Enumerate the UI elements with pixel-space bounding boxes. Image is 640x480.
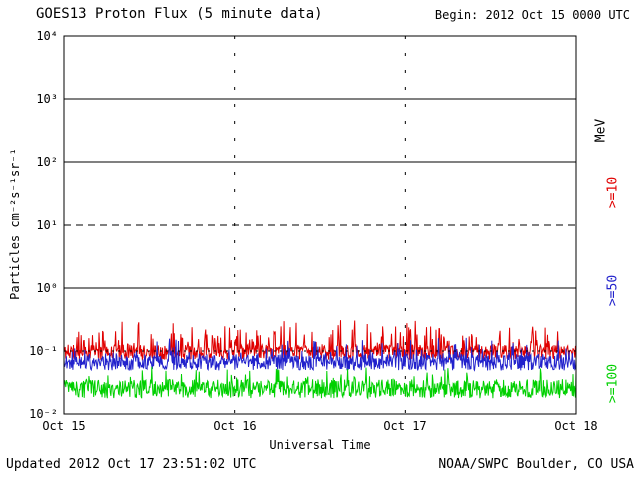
updated-timestamp: Updated 2012 Oct 17 23:51:02 UTC: [6, 457, 257, 472]
credit-text: NOAA/SWPC Boulder, CO USA: [438, 457, 634, 472]
series-ge10-mev: [63, 320, 577, 362]
y-tick-label-1e0: 10⁰: [36, 281, 58, 295]
series-label-ge10-mev: >=10: [605, 176, 621, 209]
plot-frame: [63, 35, 577, 415]
x-tick-label-oct15: Oct 15: [42, 419, 86, 433]
series-ge100-mev: [63, 366, 577, 400]
x-tick-label-oct16: Oct 16: [213, 419, 257, 433]
begin-timestamp: Begin: 2012 Oct 15 0000 UTC: [434, 8, 630, 22]
series-label-ge100-mev: >=100: [605, 363, 621, 404]
y-tick-label-1e3: 10³: [36, 92, 58, 106]
series-ge50-mev: [63, 337, 577, 372]
y-tick-label-1e4: 10⁴: [36, 29, 58, 43]
chart-title: GOES13 Proton Flux (5 minute data): [36, 6, 323, 22]
y-axis-label: Particles cm⁻²s⁻¹sr⁻¹: [8, 148, 22, 300]
x-tick-label-oct18: Oct 18: [554, 419, 598, 433]
x-tick-label-oct17: Oct 17: [383, 419, 427, 433]
x-axis-label: Universal Time: [269, 438, 371, 452]
series-label-ge50-mev: >=50: [605, 274, 621, 307]
y-tick-label-1e1: 10¹: [36, 218, 58, 232]
y-tick-label-1e-1: 10⁻¹: [29, 344, 58, 358]
y-tick-label-1e2: 10²: [36, 155, 58, 169]
y-tick-label-1e-2: 10⁻²: [29, 407, 58, 421]
